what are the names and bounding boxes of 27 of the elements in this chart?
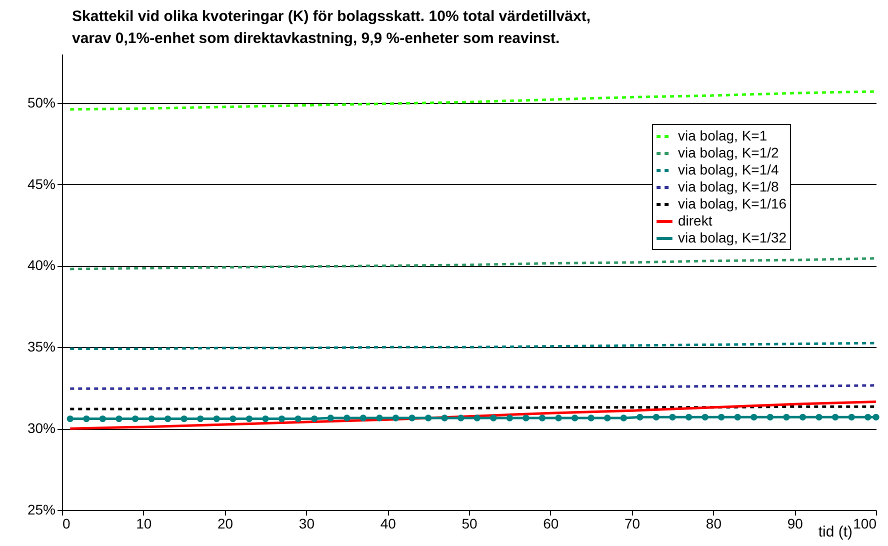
x-tick-label: 20 xyxy=(218,516,234,532)
legend-label: via bolag, K=1 xyxy=(678,128,768,144)
x-tick-label: 10 xyxy=(136,516,152,532)
x-tick-label: 30 xyxy=(298,516,315,532)
x-tick-label: 80 xyxy=(706,516,722,532)
chart-title: Skattekil vid olika kvoteringar (K) för bolagsskatt. 10% total värdetillväxt, varav 0,1%-enhet som direktavkastning, 9,9 %-enheter som reavinst. xyxy=(72,8,590,47)
legend-label: via bolag, K=1/8 xyxy=(678,178,780,194)
x-axis-title: tid (t) xyxy=(818,524,852,540)
x-tick-label: 90 xyxy=(787,516,804,532)
y-tick-label: 40% xyxy=(27,257,56,274)
x-tick-label: 0 xyxy=(62,516,70,532)
y-tick-label: 45% xyxy=(27,176,56,192)
legend-label: via bolag, K=1/2 xyxy=(678,144,780,160)
legend-label: via bolag, K=1/16 xyxy=(678,196,787,212)
line-series xyxy=(68,400,878,430)
x-tick-label: 50 xyxy=(462,516,478,532)
legend-label: direkt xyxy=(678,212,712,228)
y-tick-label: 35% xyxy=(27,338,56,355)
y-tick-label: 50% xyxy=(27,94,56,110)
legend-label: via bolag, K=1/4 xyxy=(678,162,780,178)
x-tick-label: 40 xyxy=(380,516,396,532)
x-tick-label: 60 xyxy=(543,516,559,532)
legend-label: via bolag, K=1/32 xyxy=(678,230,787,246)
x-tick-label: 70 xyxy=(624,516,640,532)
x-tick-label: 100 xyxy=(853,516,877,532)
y-tick-label: 25% xyxy=(27,502,56,518)
y-tick-label: 30% xyxy=(27,420,56,436)
